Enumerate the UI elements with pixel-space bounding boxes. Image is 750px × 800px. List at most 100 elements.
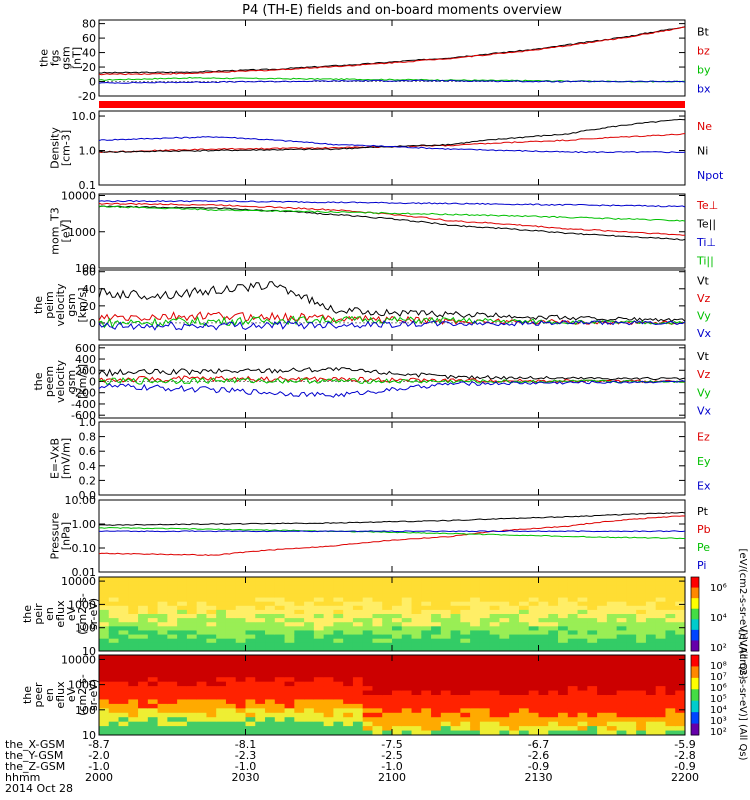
heatmap-cell (196, 699, 207, 705)
heatmap-cell (655, 655, 666, 660)
heatmap-cell (118, 655, 129, 660)
heatmap-cell (518, 703, 530, 709)
heatmap-cell (479, 655, 491, 660)
heatmap-cell (313, 659, 325, 665)
heatmap-cell (206, 730, 217, 736)
heatmap-cell (548, 730, 559, 736)
heatmap-cell (372, 690, 383, 696)
xaxis-row-value: -6.7 (528, 738, 549, 751)
heatmap-cell (382, 672, 393, 678)
heatmap-cell (626, 622, 637, 627)
heatmap-cell (167, 703, 178, 709)
heatmap-cell (196, 686, 207, 692)
heatmap-cell (196, 708, 207, 714)
heatmap-cell (216, 597, 227, 603)
heatmap-cell (274, 726, 286, 732)
heatmap-cell (479, 634, 491, 640)
heatmap-cell (616, 703, 627, 709)
heatmap-cell (489, 581, 500, 586)
heatmap-cell (274, 690, 286, 696)
heatmap-cell (450, 593, 461, 599)
heatmap-cell (470, 695, 481, 700)
heatmap-cell (518, 721, 530, 727)
heatmap-cell (528, 726, 539, 732)
heatmap-cell (597, 721, 608, 727)
heatmap-cell (636, 708, 647, 714)
heatmap-cell (460, 646, 471, 652)
heatmap-cell (186, 721, 198, 727)
heatmap-cell (206, 642, 217, 648)
heatmap-cell (587, 642, 598, 648)
heatmap-cell (518, 589, 530, 594)
heatmap-cell (401, 638, 413, 644)
heatmap-cell (235, 677, 246, 683)
heatmap-cell (167, 690, 178, 696)
heatmap-cell (313, 712, 325, 718)
heatmap-cell (470, 597, 481, 603)
heatmap-cell (304, 593, 315, 599)
heatmap-cell (587, 703, 598, 709)
heatmap-cell (558, 605, 569, 611)
heatmap-cell (138, 585, 149, 590)
heatmap-cell (675, 589, 686, 594)
heatmap-cell (470, 626, 481, 631)
heatmap-cell (450, 708, 461, 714)
heatmap-cell (265, 726, 276, 732)
heatmap-cell (655, 638, 666, 644)
heatmap-cell (245, 589, 256, 594)
heatmap-cell (352, 686, 364, 692)
heatmap-cell (606, 630, 618, 636)
heatmap-cell (577, 626, 588, 631)
heatmap-cell (509, 712, 520, 718)
heatmap-cell (489, 659, 500, 665)
heatmap-cell (509, 646, 520, 652)
heatmap-cell (304, 717, 315, 723)
heatmap-cell (333, 630, 344, 636)
heatmap-cell (616, 634, 627, 640)
heatmap-cell (558, 686, 569, 692)
heatmap-cell (411, 646, 422, 652)
heatmap-cell (274, 593, 286, 599)
heatmap-cell (616, 630, 627, 636)
heatmap-cell (675, 585, 686, 590)
legend-entry: Ey (697, 455, 711, 468)
heatmap-cell (382, 614, 393, 619)
heatmap-cell (392, 601, 403, 607)
heatmap-cell (225, 703, 237, 709)
heatmap-cell (128, 721, 139, 727)
heatmap-cell (558, 726, 569, 732)
heatmap-cell (460, 577, 471, 582)
heatmap-cell (548, 672, 559, 678)
heatmap-cell (177, 618, 188, 623)
heatmap-cell (343, 695, 354, 700)
heatmap-cell (157, 655, 168, 660)
y-tick-label: 20 (82, 300, 96, 313)
heatmap-cell (323, 695, 334, 700)
heatmap-cell (196, 655, 207, 660)
heatmap-cell (216, 622, 227, 627)
heatmap-cell (675, 597, 686, 603)
heatmap-cell (372, 605, 383, 611)
heatmap-cell (606, 577, 618, 582)
heatmap-cell (440, 581, 452, 586)
heatmap-cell (518, 708, 530, 714)
y-axis-label: E=-VxB (49, 438, 62, 479)
heatmap-cell (167, 642, 178, 648)
heatmap-cell (645, 581, 657, 586)
heatmap-cell (401, 686, 413, 692)
heatmap-cell (196, 614, 207, 619)
heatmap-cell (479, 630, 491, 636)
heatmap-cell (108, 577, 120, 582)
heatmap-cell (284, 622, 295, 627)
heatmap-cell (567, 668, 579, 674)
heatmap-cell (108, 630, 120, 636)
heatmap-cell (255, 677, 266, 683)
heatmap-cell (186, 668, 198, 674)
heatmap-cell (479, 618, 491, 623)
heatmap-cell (294, 622, 305, 627)
heatmap-cell (470, 646, 481, 652)
heatmap-cell (528, 605, 539, 611)
heatmap-cell (372, 642, 383, 648)
heatmap-cell (470, 690, 481, 696)
